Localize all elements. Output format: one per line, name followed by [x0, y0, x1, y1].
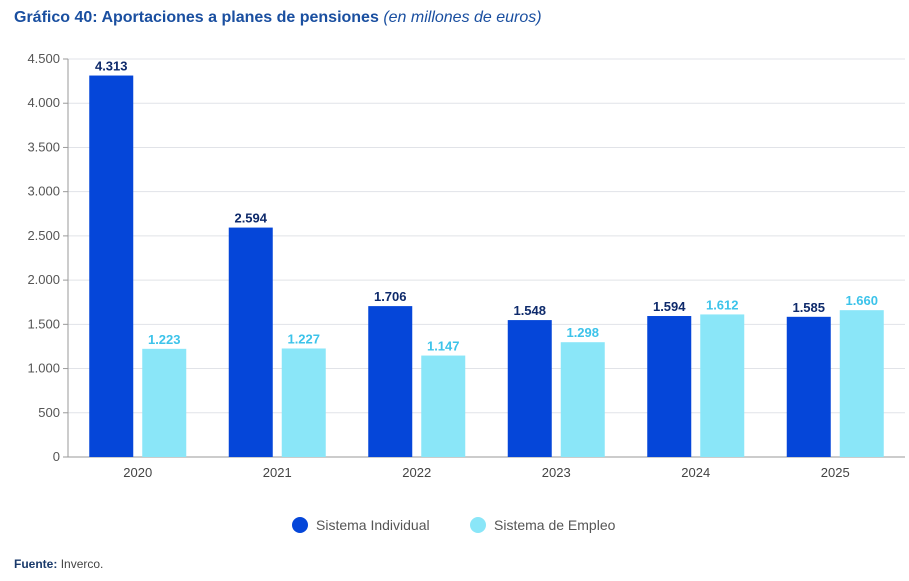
bar-individual: [89, 75, 134, 457]
data-label: 1.594: [653, 299, 686, 314]
legend-empleo-marker: [470, 517, 486, 533]
x-tick-label: 2021: [263, 465, 292, 480]
bar-individual: [786, 316, 831, 457]
bar-empleo: [560, 342, 605, 457]
x-tick-label: 2025: [821, 465, 850, 480]
legend-empleo-label: Sistema de Empleo: [494, 517, 616, 533]
data-label: 1.585: [792, 300, 825, 315]
data-label: 1.660: [845, 293, 878, 308]
source-note: Fuente: Inverco.: [14, 557, 103, 571]
y-tick-label: 0: [53, 449, 60, 464]
bar-empleo: [281, 348, 326, 457]
bar-empleo: [421, 355, 466, 457]
bar-empleo: [839, 310, 884, 457]
bar-empleo: [700, 314, 745, 457]
y-tick-label: 4.000: [27, 95, 60, 110]
x-tick-label: 2024: [681, 465, 710, 480]
chart-title: Gráfico 40: Aportaciones a planes de pen…: [14, 9, 542, 27]
bar-individual: [647, 316, 692, 457]
data-label: 1.706: [374, 289, 407, 304]
source-value: Inverco.: [60, 557, 104, 571]
bar-individual: [228, 227, 273, 457]
bar-individual: [368, 306, 413, 457]
chart-title-unit: (en millones de euros): [383, 9, 542, 26]
y-tick-label: 3.500: [27, 139, 60, 154]
legend-individual-label: Sistema Individual: [316, 517, 430, 533]
y-tick-label: 500: [38, 405, 60, 420]
data-label: 4.313: [95, 59, 128, 74]
data-label: 1.227: [287, 331, 320, 346]
data-label: 1.223: [148, 332, 181, 347]
legend-individual-marker: [292, 517, 308, 533]
chart-title-main: Gráfico 40: Aportaciones a planes de pen…: [14, 9, 379, 26]
data-label: 1.612: [706, 297, 739, 312]
x-tick-label: 2020: [123, 465, 152, 480]
data-label: 1.548: [513, 303, 546, 318]
data-label: 1.298: [566, 325, 599, 340]
source-label: Fuente:: [14, 557, 58, 571]
bar-empleo: [142, 348, 187, 457]
y-tick-label: 2.000: [27, 272, 60, 287]
y-tick-label: 1.500: [27, 316, 60, 331]
x-tick-label: 2022: [402, 465, 431, 480]
y-tick-label: 2.500: [27, 228, 60, 243]
y-tick-label: 4.500: [27, 51, 60, 66]
y-tick-label: 3.000: [27, 184, 60, 199]
bar-individual: [507, 320, 552, 457]
y-tick-label: 1.000: [27, 361, 60, 376]
data-label: 1.147: [427, 339, 460, 354]
data-label: 2.594: [234, 211, 267, 226]
x-tick-label: 2023: [542, 465, 571, 480]
